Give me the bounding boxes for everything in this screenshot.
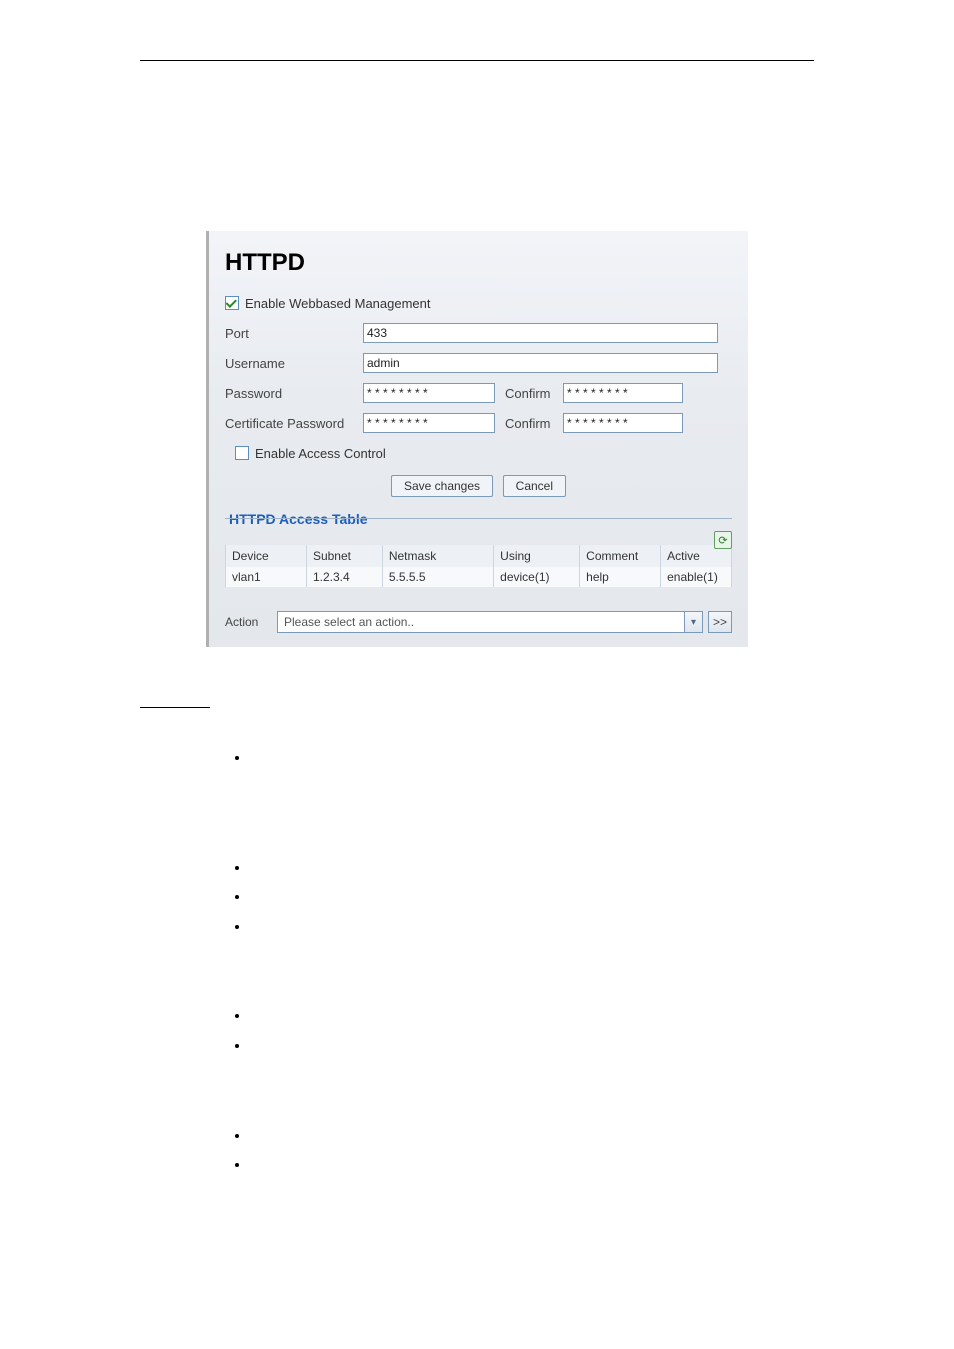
password-confirm-input[interactable] xyxy=(563,383,683,403)
username-label: Username xyxy=(225,356,363,371)
cell-device: vlan1 xyxy=(226,567,307,587)
table-header-row: Device Subnet Netmask Using Comment Acti… xyxy=(226,545,732,567)
cell-using: device(1) xyxy=(494,567,580,587)
password-row: Password Confirm xyxy=(225,381,732,405)
body-bullet-list xyxy=(140,917,814,937)
action-select[interactable]: Please select an action.. ▾ xyxy=(277,611,703,633)
enable-webbased-label: Enable Webbased Management xyxy=(245,296,431,311)
enable-access-row: Enable Access Control xyxy=(235,441,732,465)
body-bullet-list xyxy=(140,1036,814,1056)
access-table-fieldset: ⟳ Device Subnet Netmask Using Comment Ac… xyxy=(225,518,732,633)
cell-active: enable(1) xyxy=(661,567,732,587)
cert-password-confirm-input[interactable] xyxy=(563,413,683,433)
cell-comment: help xyxy=(580,567,661,587)
list-item xyxy=(250,1036,814,1056)
refresh-icon[interactable]: ⟳ xyxy=(714,531,732,549)
password-input[interactable] xyxy=(363,383,495,403)
cell-netmask: 5.5.5.5 xyxy=(382,567,493,587)
page-top-rule xyxy=(140,60,814,61)
body-bullet-list xyxy=(140,858,814,878)
action-label: Action xyxy=(225,615,277,629)
col-using[interactable]: Using xyxy=(494,545,580,567)
enable-webbased-row: Enable Webbased Management xyxy=(225,291,732,315)
list-item xyxy=(250,917,814,937)
port-row: Port xyxy=(225,321,732,345)
cert-password-label: Certificate Password xyxy=(225,416,363,431)
cert-password-row: Certificate Password Confirm xyxy=(225,411,732,435)
access-table: Device Subnet Netmask Using Comment Acti… xyxy=(225,545,732,587)
cert-password-input[interactable] xyxy=(363,413,495,433)
body-bullet-list xyxy=(140,748,814,768)
body-bullet-list xyxy=(140,1126,814,1146)
cell-subnet: 1.2.3.4 xyxy=(306,567,382,587)
table-row[interactable]: vlan1 1.2.3.4 5.5.5.5 device(1) help ena… xyxy=(226,567,732,587)
enable-webbased-checkbox[interactable] xyxy=(225,296,239,310)
body-bullet-list xyxy=(140,1006,814,1026)
action-select-text: Please select an action.. xyxy=(284,615,414,629)
cert-password-confirm-label: Confirm xyxy=(505,416,563,431)
col-comment[interactable]: Comment xyxy=(580,545,661,567)
username-input[interactable] xyxy=(363,353,718,373)
panel-title: HTTPD xyxy=(225,249,732,277)
enable-access-label: Enable Access Control xyxy=(255,446,386,461)
port-input[interactable] xyxy=(363,323,718,343)
list-item xyxy=(250,1155,814,1175)
body-bullet-list xyxy=(140,887,814,907)
col-device[interactable]: Device xyxy=(226,545,307,567)
action-row: Action Please select an action.. ▾ >> xyxy=(225,611,732,633)
httpd-panel: HTTPD Enable Webbased Management Port Us… xyxy=(206,231,748,647)
save-button[interactable]: Save changes xyxy=(391,475,493,497)
cancel-button[interactable]: Cancel xyxy=(503,475,566,497)
username-row: Username xyxy=(225,351,732,375)
list-item xyxy=(250,858,814,878)
password-label: Password xyxy=(225,386,363,401)
go-button[interactable]: >> xyxy=(708,611,732,633)
col-subnet[interactable]: Subnet xyxy=(306,545,382,567)
section-underline xyxy=(140,707,210,708)
list-item xyxy=(250,887,814,907)
body-bullet-list xyxy=(140,1155,814,1175)
list-item xyxy=(250,1006,814,1026)
list-item xyxy=(250,748,814,768)
list-item xyxy=(250,1126,814,1146)
col-netmask[interactable]: Netmask xyxy=(382,545,493,567)
port-label: Port xyxy=(225,326,363,341)
password-confirm-label: Confirm xyxy=(505,386,563,401)
chevron-down-icon: ▾ xyxy=(684,612,702,632)
enable-access-checkbox[interactable] xyxy=(235,446,249,460)
button-row: Save changes Cancel xyxy=(225,475,732,497)
